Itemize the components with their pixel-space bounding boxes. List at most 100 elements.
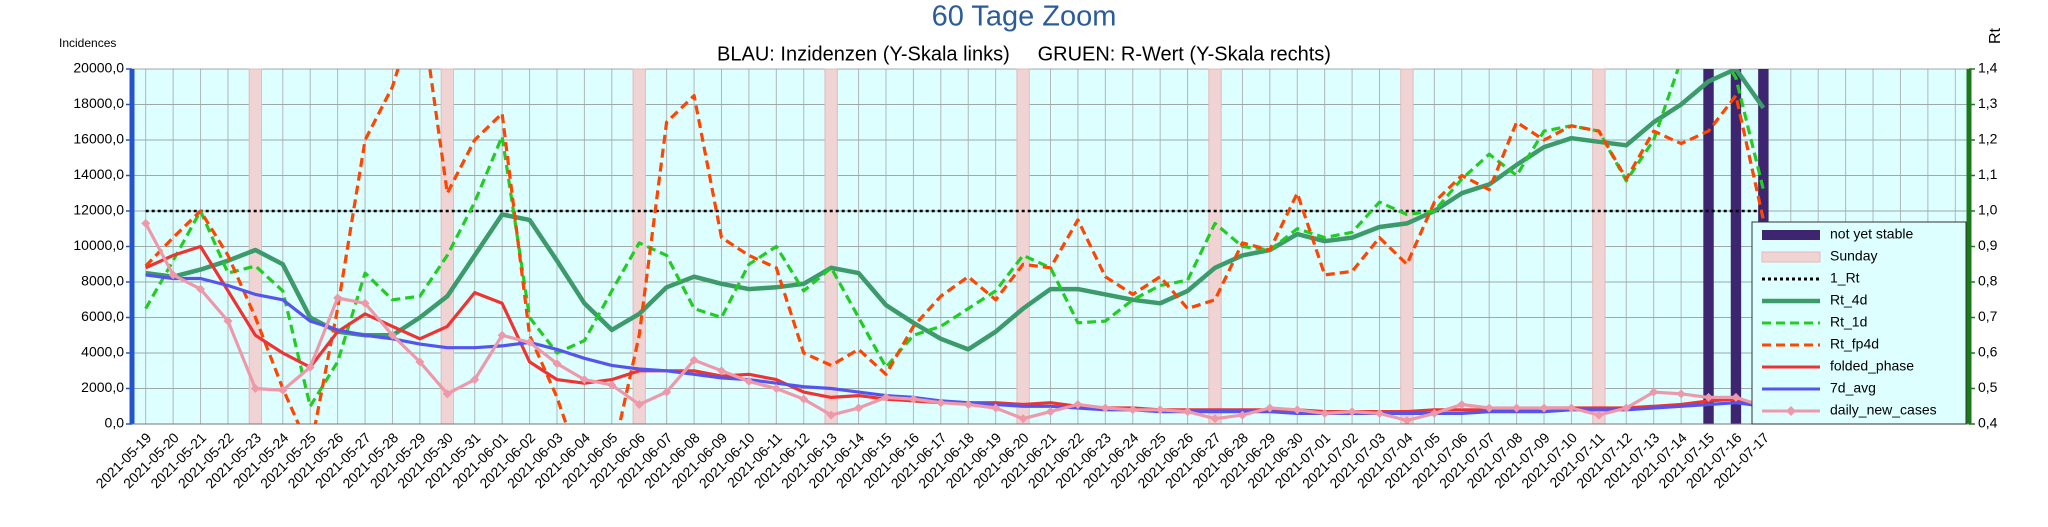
marker <box>1320 408 1330 418</box>
y2-axis-label: Rt <box>1987 27 2004 44</box>
y-tick-label: 2000,0 <box>81 379 124 395</box>
y-tick-label: 0,0 <box>105 415 125 431</box>
marker <box>1621 403 1631 413</box>
line <box>144 69 1765 408</box>
marker <box>1429 408 1439 418</box>
marker <box>607 380 617 390</box>
y-axis-label: Incidences <box>59 36 116 50</box>
marker <box>360 298 370 308</box>
marker <box>854 403 864 413</box>
marker <box>552 359 562 369</box>
marker <box>1512 403 1522 413</box>
y2-tick-label: 1,2 <box>1978 131 1998 147</box>
y2-tick-label: 0,7 <box>1978 308 1998 324</box>
legend-label: folded_phase <box>1830 358 1914 374</box>
marker <box>250 384 260 393</box>
line <box>145 273 1764 415</box>
marker <box>963 399 973 409</box>
marker <box>1649 387 1659 397</box>
marker <box>442 389 452 399</box>
marker <box>1155 405 1165 415</box>
line <box>144 222 1764 422</box>
y-tick-label: 10000,0 <box>73 237 124 253</box>
marker <box>415 357 425 367</box>
y-tick-label: 20000,0 <box>73 60 124 76</box>
marker <box>662 387 672 397</box>
lines <box>141 69 1768 424</box>
marker <box>333 293 343 303</box>
marker <box>1402 415 1412 424</box>
marker <box>305 362 315 372</box>
marker <box>1539 403 1549 413</box>
marker <box>1347 407 1357 417</box>
marker <box>579 375 589 385</box>
marker <box>1704 392 1714 402</box>
bar <box>824 68 838 425</box>
legend-marker <box>1786 406 1796 416</box>
y-tick-label: 4000,0 <box>81 344 124 360</box>
y-tick-label: 18000,0 <box>73 95 124 111</box>
y2-tick-label: 0,6 <box>1978 344 1998 360</box>
y-tick-label: 6000,0 <box>81 308 124 324</box>
marker <box>525 337 535 347</box>
marker <box>881 392 891 402</box>
bar <box>248 68 263 425</box>
chart-title: 60 Tage Zoom <box>932 1 1117 33</box>
legend-label: 7d_avg <box>1830 380 1876 396</box>
marker <box>1100 403 1110 413</box>
y2-tick-label: 1,3 <box>1978 95 1998 111</box>
marker <box>1128 405 1138 415</box>
marker <box>1676 389 1686 399</box>
marker <box>497 330 507 340</box>
marker <box>1375 408 1385 418</box>
marker <box>689 355 699 365</box>
marker <box>1073 399 1083 409</box>
marker <box>744 376 754 386</box>
y2-tick-label: 1,4 <box>1978 60 1998 76</box>
bar <box>1730 69 1742 424</box>
y2-tick-label: 1,1 <box>1978 166 1998 182</box>
marker <box>799 394 809 404</box>
marker <box>278 385 288 395</box>
marker <box>826 410 836 420</box>
legend-label: Rt_4d <box>1830 292 1867 308</box>
legend-label: not yet stable <box>1830 226 1913 242</box>
marker <box>1018 414 1028 424</box>
bar <box>1016 68 1030 425</box>
y-tick-label: 16000,0 <box>73 131 124 147</box>
marker <box>908 394 918 404</box>
marker <box>470 375 480 385</box>
marker <box>1265 403 1275 413</box>
bar <box>1592 68 1606 425</box>
marker <box>1237 410 1247 420</box>
y-tick-label: 8000,0 <box>81 273 124 289</box>
chart-subtitle: BLAU: Inzidenzen (Y-Skala links) GRUEN: … <box>717 43 1331 65</box>
marker <box>771 384 781 393</box>
legend-swatch <box>1761 251 1821 263</box>
marker <box>141 218 151 228</box>
marker <box>387 330 397 340</box>
marker <box>991 403 1001 413</box>
marker <box>1484 403 1494 413</box>
y2-tick-label: 0,4 <box>1978 415 1998 431</box>
bar <box>1703 69 1714 424</box>
y-tick-label: 14000,0 <box>73 166 124 182</box>
line <box>144 69 1765 424</box>
y2-tick-label: 0,9 <box>1978 237 1998 253</box>
marker <box>1731 392 1741 402</box>
y-tick-label: 12000,0 <box>73 202 124 218</box>
marker <box>1566 403 1576 413</box>
y2-tick-label: 0,8 <box>1978 273 1998 289</box>
marker <box>1594 410 1604 420</box>
legend-swatch <box>1762 230 1820 240</box>
legend-label: daily_new_cases <box>1830 402 1937 418</box>
marker <box>196 284 206 294</box>
marker <box>1210 414 1220 424</box>
legend: not yet stable Sunday 1_Rt Rt_4d Rt_1d Rt_fp4… <box>1751 221 1967 425</box>
legend-label: 1_Rt <box>1830 270 1860 286</box>
marker <box>168 270 178 280</box>
marker <box>716 366 726 376</box>
marker <box>1292 405 1302 415</box>
marker <box>1046 407 1055 417</box>
